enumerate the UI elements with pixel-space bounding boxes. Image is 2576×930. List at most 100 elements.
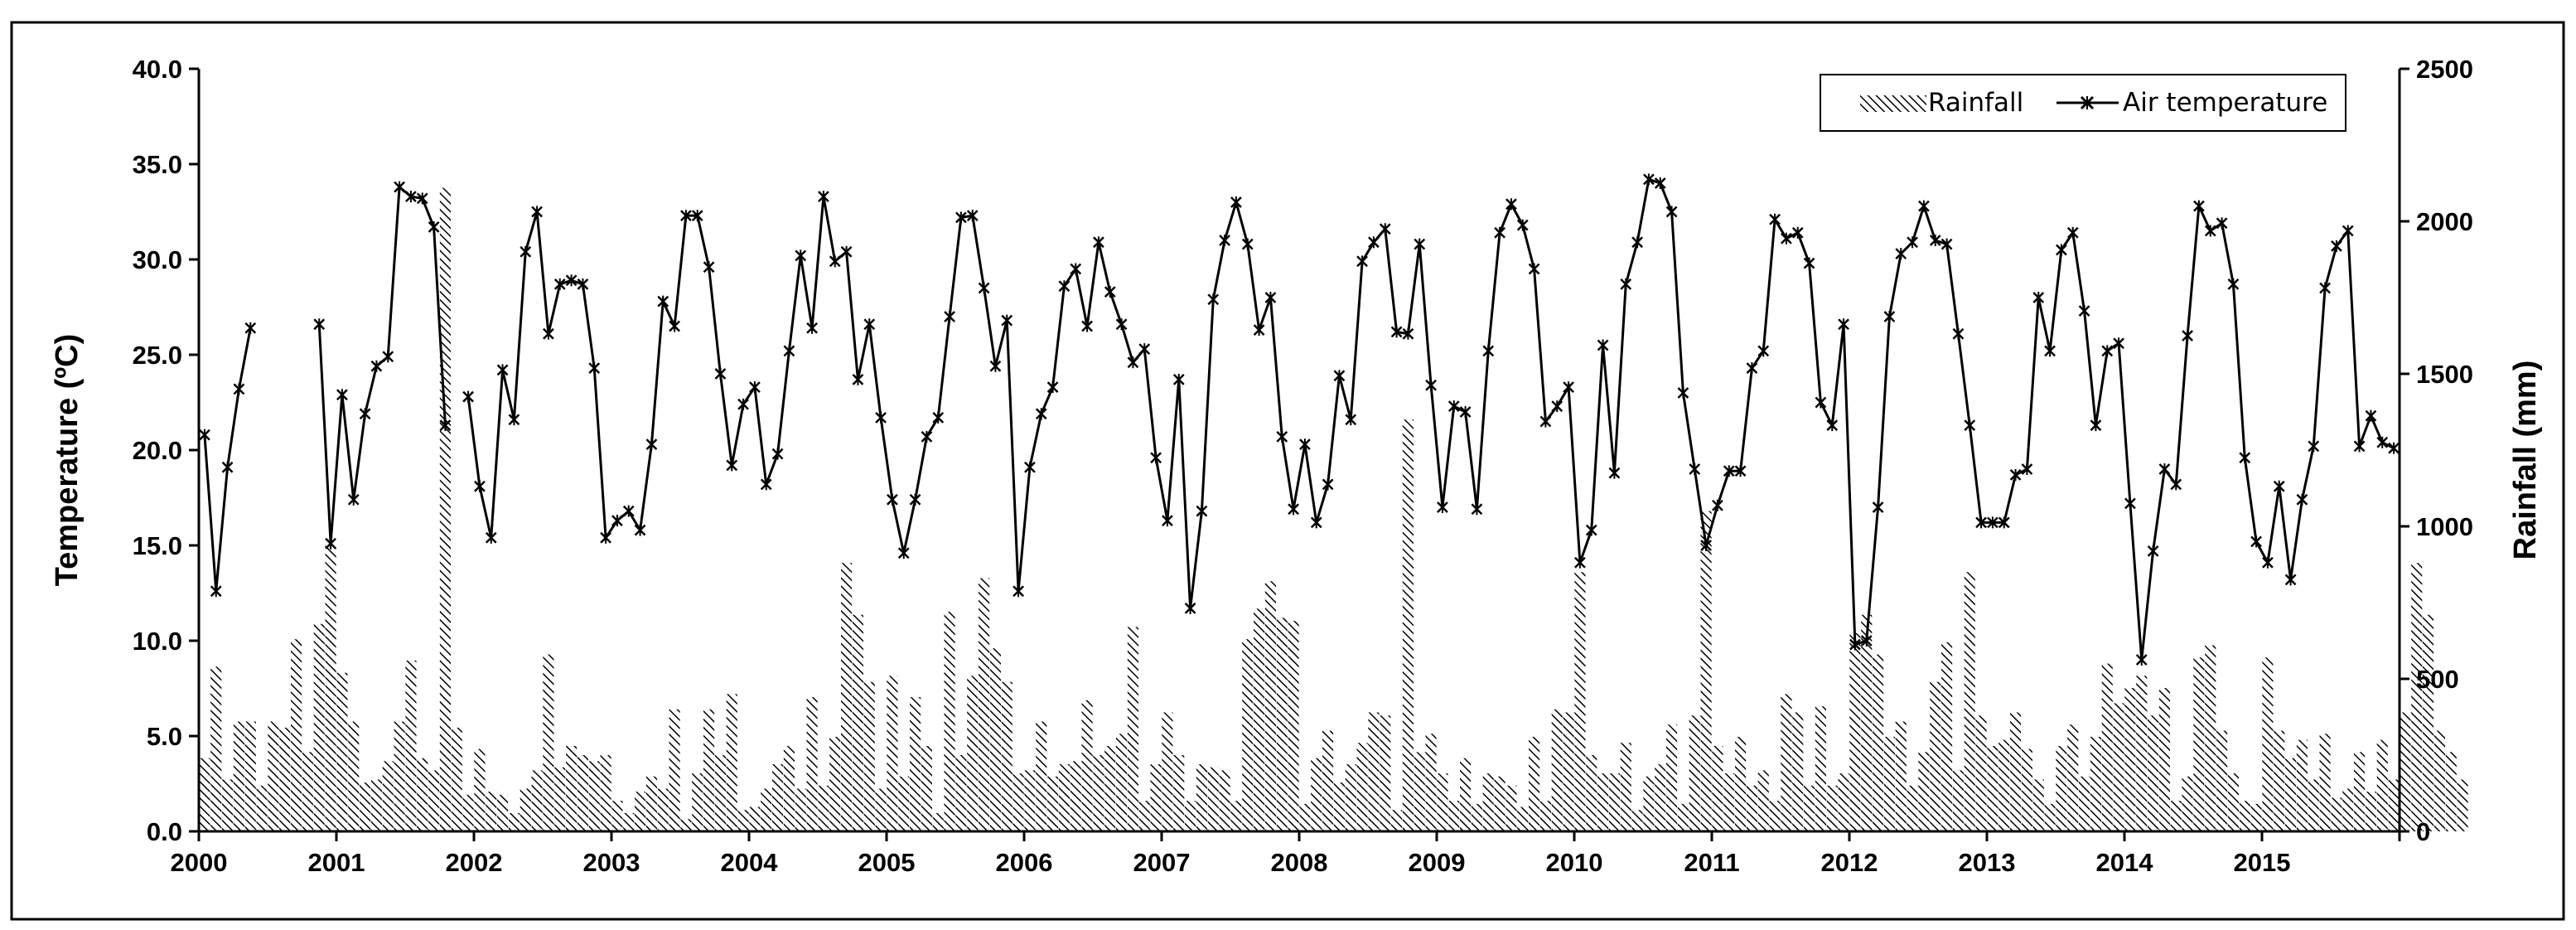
- temperature-point: [2032, 292, 2045, 303]
- rainfall-bar: [875, 788, 887, 831]
- rainfall-bar: [1173, 755, 1185, 831]
- temperature-point: [657, 295, 669, 308]
- temperature-point: [508, 414, 520, 426]
- rainfall-bar: [1425, 734, 1437, 831]
- temperature-point: [680, 210, 692, 222]
- rainfall-bar: [2388, 779, 2400, 831]
- temperature-point: [1035, 408, 1047, 420]
- temperature-point: [966, 210, 979, 222]
- y-left-tick-label: 5.0: [147, 722, 182, 751]
- rainfall-bar: [1781, 694, 1792, 831]
- rainfall-bar: [268, 721, 279, 831]
- rainfall-bar: [1219, 770, 1230, 831]
- rainfall-bar: [955, 755, 967, 831]
- rainfall-bar: [1815, 706, 1826, 831]
- temperature-point: [2078, 305, 2090, 317]
- temperature-point: [1975, 516, 1987, 529]
- rainfall-bar: [1700, 511, 1712, 831]
- rainfall-bar: [1150, 764, 1162, 831]
- rainfall-bar: [680, 819, 692, 831]
- rainfall-bar: [554, 767, 566, 831]
- rainfall-bar: [2342, 788, 2354, 831]
- rainfall-bar: [692, 773, 703, 831]
- temperature-point: [1700, 540, 1712, 551]
- temperature-point: [1826, 419, 1839, 432]
- rainfall-bar: [1873, 654, 1884, 831]
- rainfall-bar: [382, 761, 394, 831]
- rainfall-bar: [761, 788, 772, 831]
- rainfall-bar: [2193, 657, 2205, 831]
- temperature-point: [703, 261, 715, 274]
- rainfall-bar: [2274, 730, 2285, 831]
- rainfall-bar: [405, 660, 417, 831]
- rainfall-bar: [462, 794, 474, 831]
- rainfall-bar: [1608, 773, 1620, 831]
- temperature-point: [1838, 318, 1849, 331]
- temperature-point: [210, 585, 222, 598]
- rainfall-bar: [1333, 782, 1345, 831]
- temperature-point: [2388, 442, 2400, 454]
- rainfall-bar: [2205, 645, 2216, 831]
- rainfall-bar: [841, 563, 853, 831]
- rainfall-bar: [600, 755, 611, 831]
- temperature-point: [2308, 440, 2320, 453]
- temperature-point: [1253, 324, 1265, 337]
- rainfall-bar: [1380, 715, 1391, 831]
- rainfall-bar: [1288, 621, 1299, 831]
- rainfall-bar: [588, 761, 600, 831]
- rainfall-bar: [279, 727, 291, 831]
- x-tick-label: 2006: [996, 848, 1053, 877]
- rainfall-bar: [2365, 792, 2376, 831]
- rainfall-bar: [1529, 736, 1540, 831]
- rainfall-bar: [2010, 712, 2022, 831]
- rainfall-bar: [2067, 724, 2079, 831]
- temperature-point: [2239, 452, 2251, 464]
- temperature-point: [416, 192, 428, 205]
- temperature-point: [1345, 414, 1357, 426]
- rainfall-bar: [1402, 419, 1414, 831]
- temperature-point: [669, 320, 680, 332]
- temperature-point: [2182, 330, 2193, 341]
- temperature-point: [1425, 379, 1437, 391]
- rainfall-bar: [1230, 801, 1242, 831]
- temperature-point: [2113, 337, 2124, 350]
- temperature-point: [244, 322, 257, 334]
- rainfall-bar: [1482, 773, 1494, 831]
- temperature-point: [1437, 501, 1448, 513]
- temperature-point: [852, 373, 864, 385]
- temperature-point: [875, 411, 887, 424]
- rainfall-bar: [1712, 745, 1723, 831]
- rainfall-bar: [256, 785, 268, 831]
- temperature-point: [1001, 314, 1013, 327]
- rainfall-bar: [1907, 785, 1918, 831]
- rainfall-bar: [199, 758, 210, 831]
- y-right-axis-title: Rainfall (mm): [2508, 361, 2543, 560]
- temperature-point: [1907, 236, 1918, 249]
- rainfall-bar: [1093, 755, 1104, 831]
- rainfall-bar: [852, 614, 863, 831]
- temperature-point: [1665, 206, 1678, 218]
- temperature-point: [1013, 585, 1024, 598]
- temperature-point: [771, 448, 784, 460]
- rainfall-bar: [508, 812, 520, 831]
- rainfall-bar: [635, 792, 646, 831]
- rainfall-bar: [749, 806, 761, 831]
- temperature-point: [2066, 226, 2079, 239]
- rainfall-bar: [2411, 563, 2423, 831]
- rainfall-bar: [2445, 752, 2457, 831]
- rainfall-bar: [360, 782, 371, 831]
- rainfall-bar: [714, 755, 726, 831]
- y-right-tick-label: 2000: [2416, 207, 2473, 236]
- rainfall-bar: [1116, 734, 1128, 831]
- temperature-point: [818, 191, 829, 203]
- rainfall-bar: [806, 697, 818, 831]
- temperature-point: [1070, 263, 1082, 275]
- temperature-line: [466, 177, 2395, 661]
- temperature-point: [1241, 238, 1254, 250]
- temperature-point: [1046, 381, 1059, 394]
- chart-frame: [10, 21, 2565, 921]
- temperature-point: [634, 524, 646, 536]
- x-tick-label: 2005: [858, 848, 916, 877]
- y-right-tick-label: 2500: [2416, 55, 2473, 84]
- temperature-point: [1551, 400, 1563, 413]
